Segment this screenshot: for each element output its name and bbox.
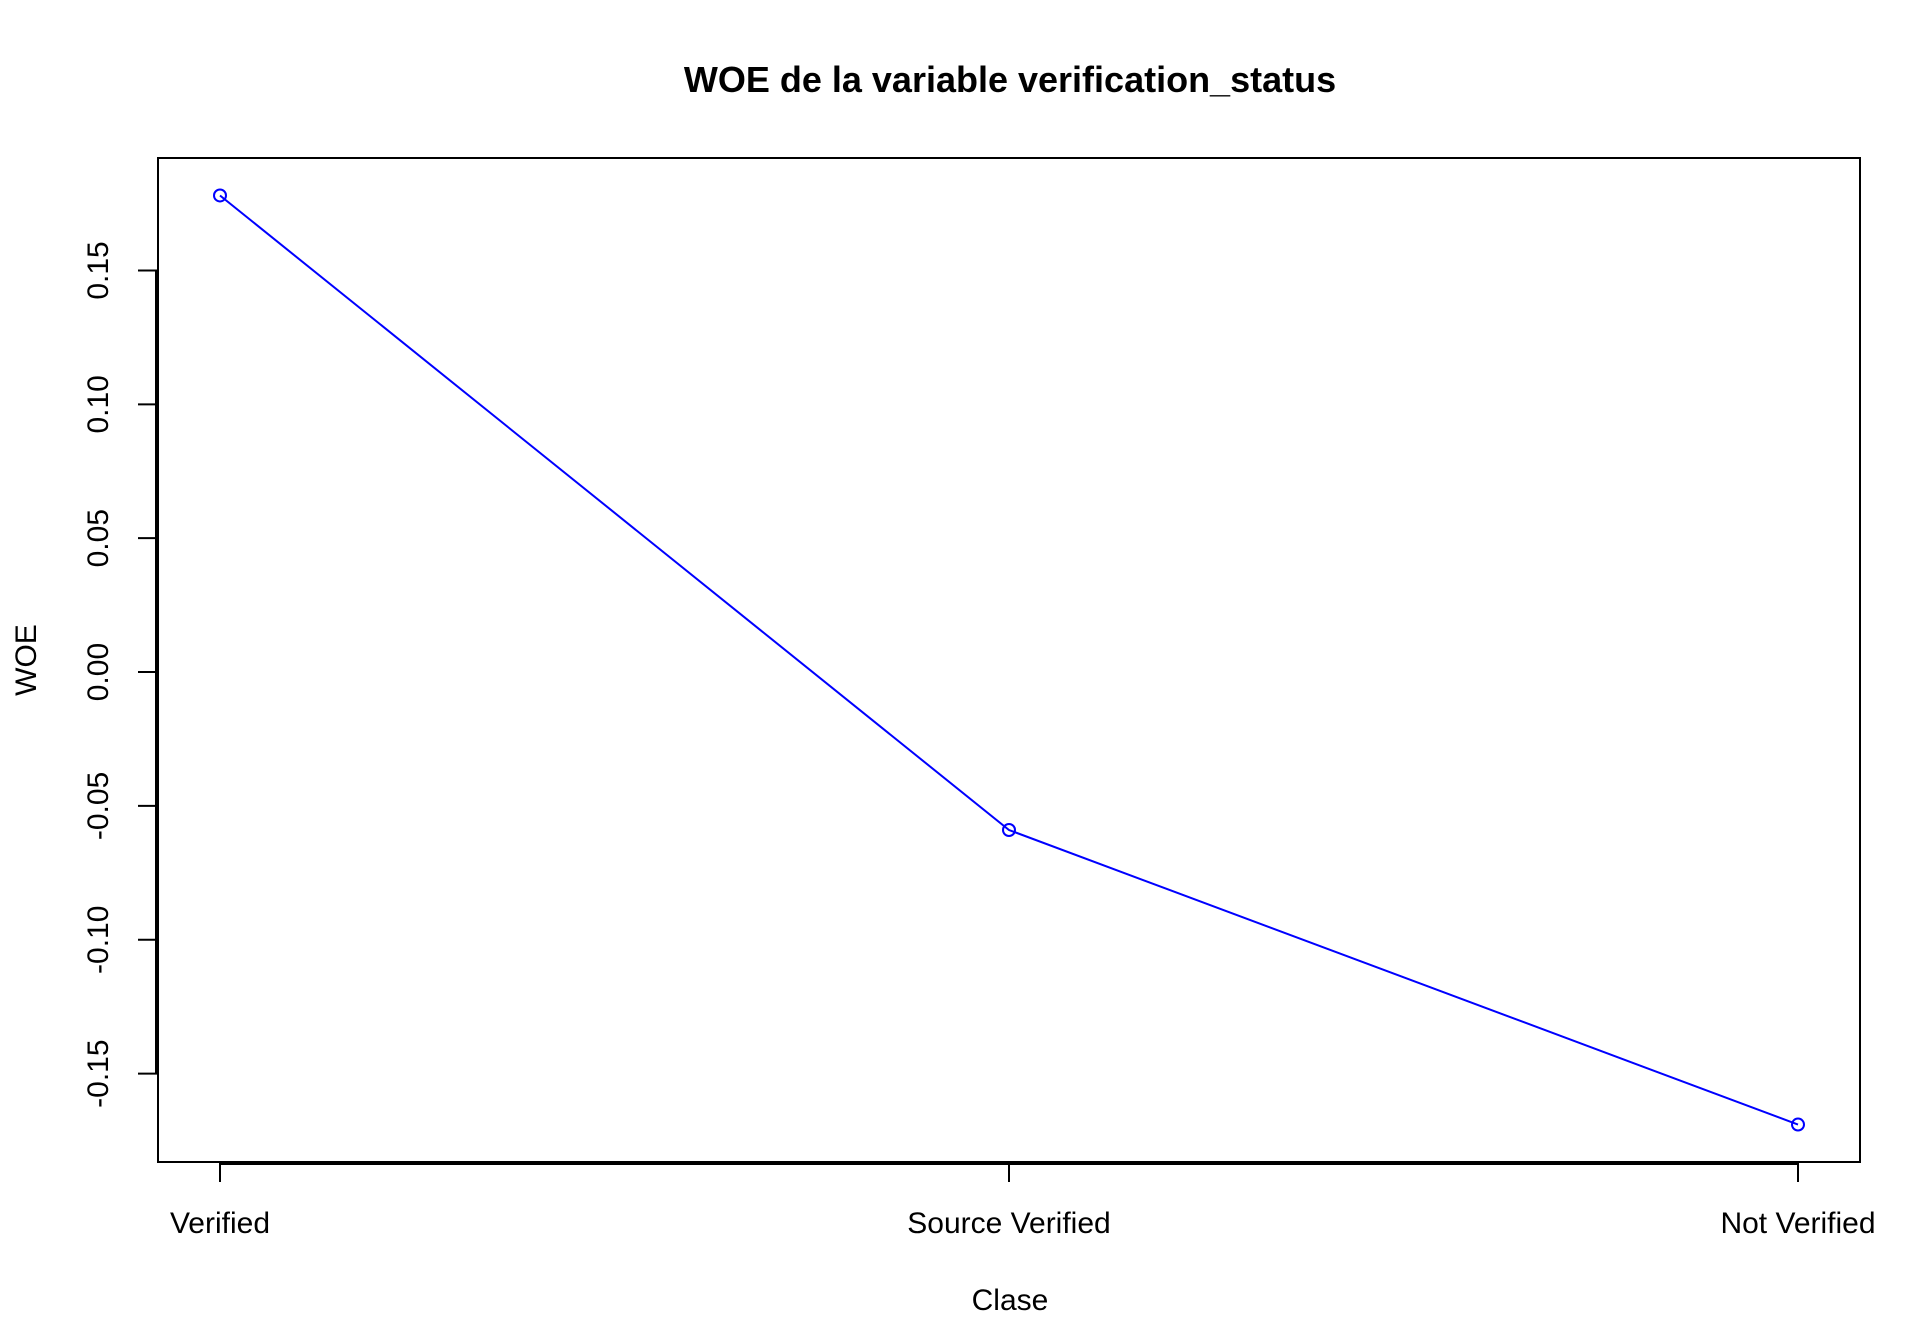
x-axis: Verified Source Verified Not Verified — [170, 1162, 1876, 1240]
y-tick-label: -0.10 — [82, 906, 115, 974]
data-point — [1002, 823, 1016, 838]
series-layer — [213, 188, 1805, 1132]
y-tick-label: -0.05 — [82, 772, 115, 840]
y-tick-label: 0.15 — [82, 241, 115, 299]
chart-title: WOE de la variable verification_status — [684, 59, 1336, 100]
y-tick-label: 0.00 — [82, 643, 115, 701]
y-axis: -0.15 -0.10 -0.05 0.00 0.05 0.10 0.15 — [82, 241, 158, 1108]
x-tick-label: Not Verified — [1720, 1207, 1875, 1240]
y-tick-label: 0.10 — [82, 375, 115, 433]
x-tick-label: Verified — [170, 1207, 270, 1240]
data-point — [213, 188, 227, 203]
y-axis-label: WOE — [10, 624, 43, 696]
x-tick-label: Source Verified — [907, 1207, 1110, 1240]
series-line — [219, 194, 1799, 1126]
data-point — [1791, 1117, 1805, 1132]
x-axis-label: Clase — [972, 1284, 1049, 1317]
y-tick-label: -0.15 — [82, 1039, 115, 1107]
plot-frame — [157, 157, 1861, 1163]
y-tick-label: 0.05 — [82, 509, 115, 567]
